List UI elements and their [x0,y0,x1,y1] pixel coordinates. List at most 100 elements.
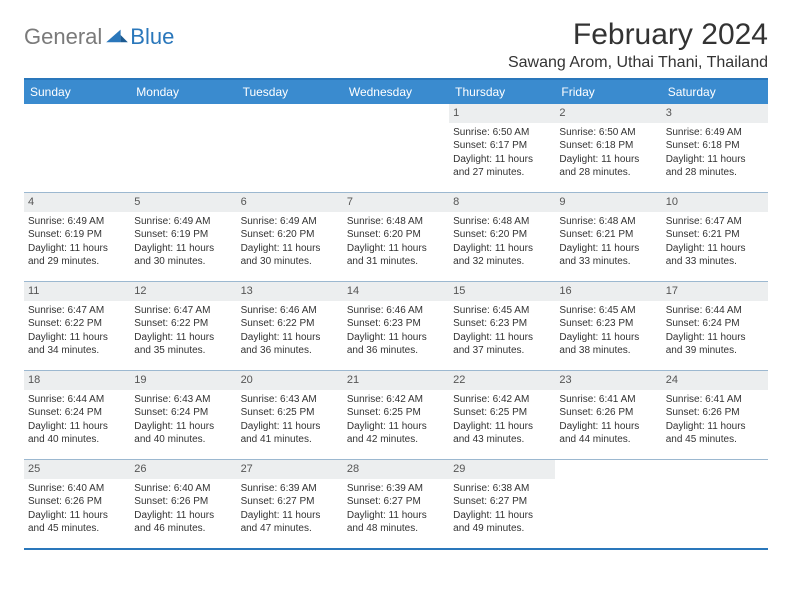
daylight-text: Daylight: 11 hours [666,153,764,167]
weeks-container: 1Sunrise: 6:50 AMSunset: 6:17 PMDaylight… [24,104,768,548]
day-number: 4 [24,193,130,212]
daylight-text: Daylight: 11 hours [241,242,339,256]
daylight-text: and 28 minutes. [666,166,764,180]
day-number: 15 [449,282,555,301]
sunrise-text: Sunrise: 6:44 AM [28,393,126,407]
weekday-header: Tuesday [237,80,343,104]
day-number: 28 [343,460,449,479]
daylight-text: and 40 minutes. [134,433,232,447]
sunrise-text: Sunrise: 6:49 AM [134,215,232,229]
title-block: February 2024 Sawang Arom, Uthai Thani, … [508,18,768,72]
daylight-text: and 38 minutes. [559,344,657,358]
sunrise-text: Sunrise: 6:49 AM [666,126,764,140]
week-row: 1Sunrise: 6:50 AMSunset: 6:17 PMDaylight… [24,104,768,192]
day-cell: 4Sunrise: 6:49 AMSunset: 6:19 PMDaylight… [24,193,130,281]
daylight-text: and 34 minutes. [28,344,126,358]
daylight-text: and 44 minutes. [559,433,657,447]
header: General Blue February 2024 Sawang Arom, … [24,18,768,72]
day-number: 17 [662,282,768,301]
daylight-text: and 40 minutes. [28,433,126,447]
day-cell: 12Sunrise: 6:47 AMSunset: 6:22 PMDayligh… [130,282,236,370]
calendar: Sunday Monday Tuesday Wednesday Thursday… [24,78,768,550]
daylight-text: Daylight: 11 hours [453,420,551,434]
sunrise-text: Sunrise: 6:46 AM [347,304,445,318]
daylight-text: Daylight: 11 hours [134,509,232,523]
page-title: February 2024 [508,18,768,52]
daylight-text: Daylight: 11 hours [28,242,126,256]
daylight-text: and 30 minutes. [134,255,232,269]
sunset-text: Sunset: 6:20 PM [347,228,445,242]
logo-text-general: General [24,24,102,50]
day-cell: 10Sunrise: 6:47 AMSunset: 6:21 PMDayligh… [662,193,768,281]
sunset-text: Sunset: 6:23 PM [559,317,657,331]
day-number: 23 [555,371,661,390]
day-number: 6 [237,193,343,212]
week-row: 11 Sunrise: 6:47 AMSunset: 6:22 PM Dayligh… [24,281,768,370]
sunrise-text: Sunrise: 6:45 AM [559,304,657,318]
weekday-header: Thursday [449,80,555,104]
sunset-text: Sunset: 6:22 PM [28,317,126,331]
day-number: 1 [449,104,555,123]
sunrise-text: Sunrise: 6:47 AM [666,215,764,229]
day-number: 11 [24,282,130,301]
day-number: 7 [343,193,449,212]
day-cell-empty [237,104,343,192]
daylight-text: and 45 minutes. [28,522,126,536]
day-cell: 29Sunrise: 6:38 AMSunset: 6:27 PMDayligh… [449,460,555,548]
day-cell: 28Sunrise: 6:39 AMSunset: 6:27 PMDayligh… [343,460,449,548]
day-cell: 16Sunrise: 6:45 AMSunset: 6:23 PMDayligh… [555,282,661,370]
sunrise-text: Sunrise: 6:47 AM [28,304,126,318]
sunrise-text: Sunrise: 6:42 AM [347,393,445,407]
daylight-text: Daylight: 11 hours [666,420,764,434]
daylight-text: Daylight: 11 hours [453,331,551,345]
daylight-text: Daylight: 11 hours [559,242,657,256]
day-cell: 8Sunrise: 6:48 AMSunset: 6:20 PMDaylight… [449,193,555,281]
weekday-header: Sunday [24,80,130,104]
day-number: 18 [24,371,130,390]
week-row: 25Sunrise: 6:40 AMSunset: 6:26 PMDayligh… [24,459,768,548]
day-cell: 15Sunrise: 6:45 AMSunset: 6:23 PMDayligh… [449,282,555,370]
day-cell: 27Sunrise: 6:39 AMSunset: 6:27 PMDayligh… [237,460,343,548]
daylight-text: Daylight: 11 hours [347,509,445,523]
logo-mark-icon [106,26,128,44]
daylight-text: Daylight: 11 hours [347,242,445,256]
day-number: 24 [662,371,768,390]
sunrise-text: Sunrise: 6:40 AM [28,482,126,496]
day-cell: 19Sunrise: 6:43 AMSunset: 6:24 PMDayligh… [130,371,236,459]
sunrise-text: Sunrise: 6:40 AM [134,482,232,496]
sunset-text: Sunset: 6:24 PM [666,317,764,331]
day-cell: 25Sunrise: 6:40 AMSunset: 6:26 PMDayligh… [24,460,130,548]
daylight-text: and 39 minutes. [666,344,764,358]
day-cell: 18Sunrise: 6:44 AMSunset: 6:24 PMDayligh… [24,371,130,459]
day-cell: 7Sunrise: 6:48 AMSunset: 6:20 PMDaylight… [343,193,449,281]
daylight-text: Daylight: 11 hours [347,331,445,345]
daylight-text: Daylight: 11 hours [134,420,232,434]
day-number: 5 [130,193,236,212]
sunset-text: Sunset: 6:20 PM [241,228,339,242]
sunrise-text: Sunrise: 6:39 AM [241,482,339,496]
day-number: 20 [237,371,343,390]
sunrise-text: Sunrise: 6:46 AM [241,304,339,318]
sunrise-text: Sunrise: 6:38 AM [453,482,551,496]
day-cell: 20Sunrise: 6:43 AMSunset: 6:25 PMDayligh… [237,371,343,459]
sunset-text: Sunset: 6:20 PM [453,228,551,242]
sunset-text: Sunset: 6:27 PM [453,495,551,509]
sunset-text: Sunset: 6:21 PM [559,228,657,242]
sunset-text: Sunset: 6:26 PM [28,495,126,509]
daylight-text: Daylight: 11 hours [241,509,339,523]
sunrise-text: Sunrise: 6:45 AM [453,304,551,318]
daylight-text: Daylight: 11 hours [28,509,126,523]
daylight-text: Daylight: 11 hours [666,331,764,345]
daylight-text: and 45 minutes. [666,433,764,447]
day-number: 10 [662,193,768,212]
daylight-text: Daylight: 11 hours [453,153,551,167]
daylight-text: Daylight: 11 hours [559,331,657,345]
sunset-text: Sunset: 6:24 PM [134,406,232,420]
week-row: 18Sunrise: 6:44 AMSunset: 6:24 PMDayligh… [24,370,768,459]
day-cell: 23Sunrise: 6:41 AMSunset: 6:26 PMDayligh… [555,371,661,459]
daylight-text: Daylight: 11 hours [134,331,232,345]
daylight-text: and 29 minutes. [28,255,126,269]
daylight-text: Daylight: 11 hours [28,420,126,434]
day-cell: 24Sunrise: 6:41 AMSunset: 6:26 PMDayligh… [662,371,768,459]
sunrise-text: Sunrise: 6:43 AM [134,393,232,407]
